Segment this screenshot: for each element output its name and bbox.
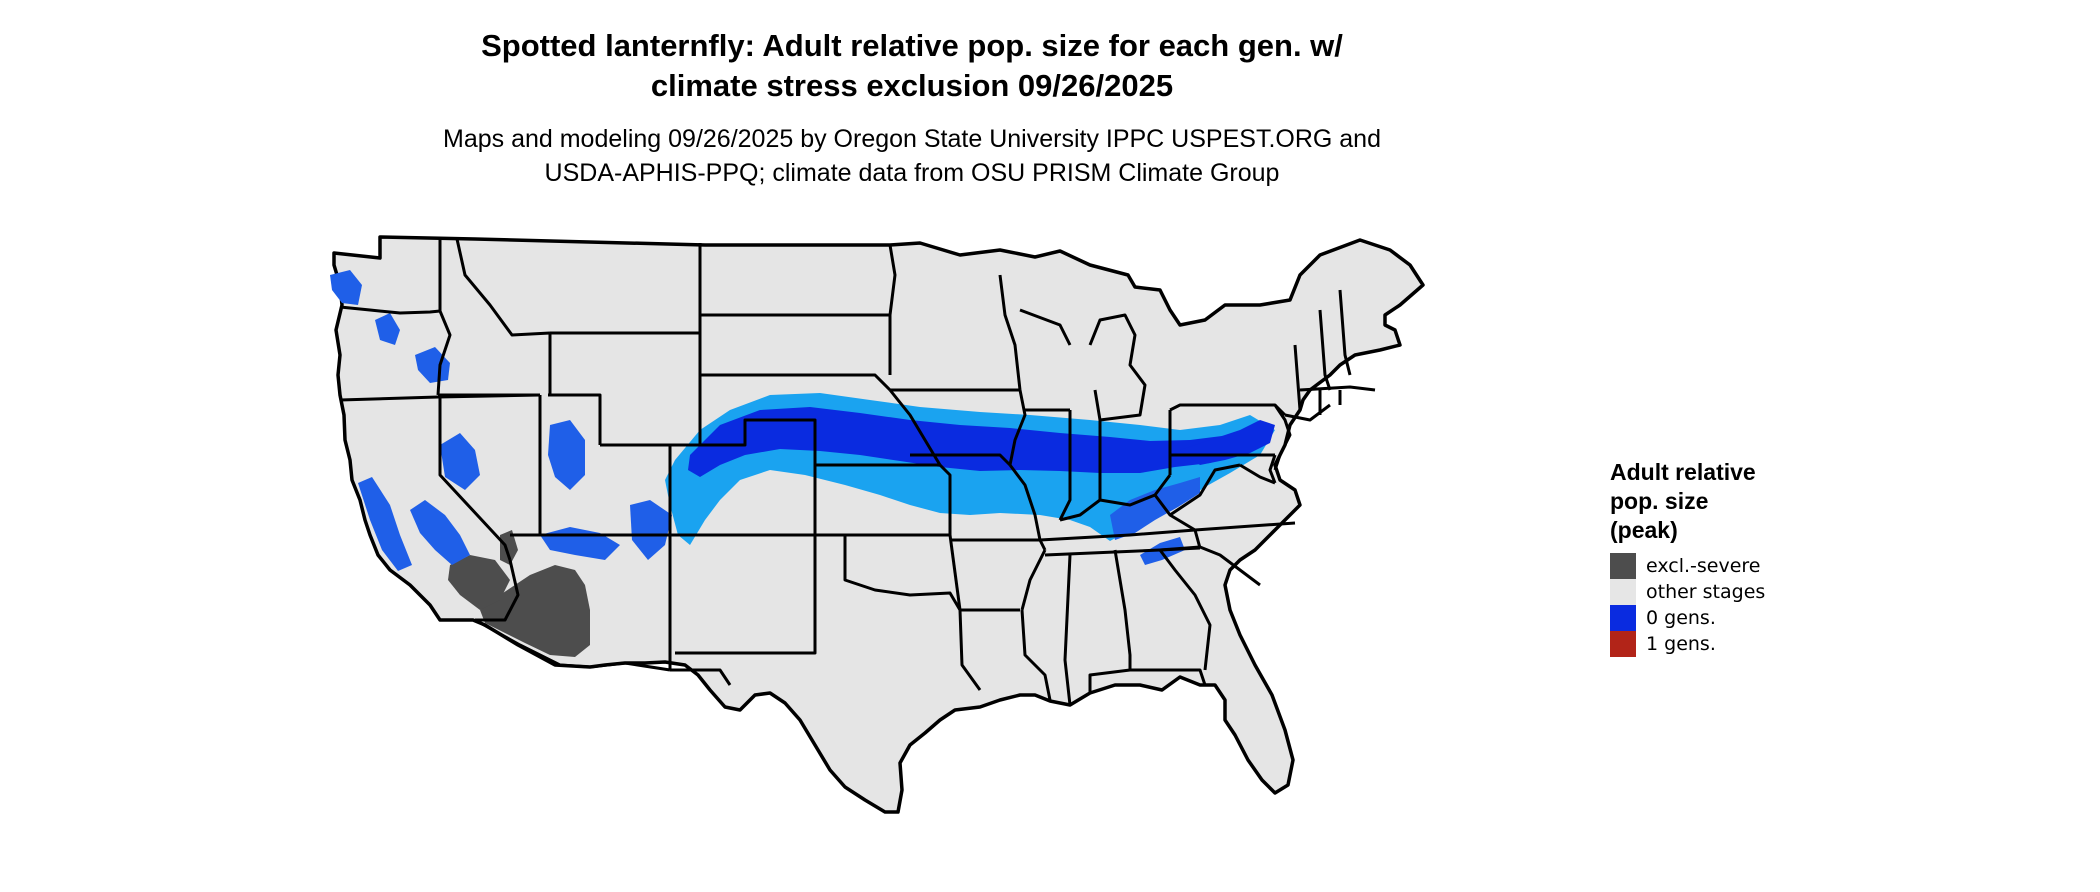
map-title: Spotted lanternfly: Adult relative pop. … [0,26,1824,106]
border-wy-south [548,393,602,445]
zero-gens-washington [330,270,362,305]
zero-gens-utah [548,420,585,490]
legend-label-zero-gens: 0 gens. [1646,607,1716,629]
border-nv-ca [438,397,512,561]
border-co-ne [700,418,817,447]
legend-title: Adult relative pop. size (peak) [1610,458,1830,545]
zero-gens-california-coast [358,477,412,571]
map-subtitle-line-1: Maps and modeling 09/26/2025 by Oregon S… [443,125,1381,153]
border-la-ms [1020,609,1052,701]
border-mi-lower [1088,313,1147,422]
legend-title-line-1: Adult relative [1610,459,1756,485]
border-ga-sc [1158,549,1212,671]
border-oh-south [1099,474,1172,507]
legend-title-line-3: (peak) [1610,517,1678,543]
excluded-area-colorado-river [500,530,518,565]
legend-title-line-2: pop. size [1610,488,1709,514]
border-nc-south [1159,545,1261,587]
zero-gens-great-basin [440,433,480,490]
border-ok-tx [843,535,962,611]
border-sd-ne [700,373,892,392]
excluded-areas [448,530,590,657]
zero-gens-southwest-speckle [410,500,470,565]
border-wi-mi [1019,308,1072,346]
border-mo-il [1008,464,1042,541]
border-ma-south [1299,385,1376,392]
border-ks-mo [938,463,952,535]
legend-item-one-gens: 1 gens. [1610,631,1830,657]
border-vt-nh [1318,309,1332,391]
legend-swatch-excl-severe [1610,553,1636,579]
legend-item-excl-severe: excl.-severe [1610,553,1830,579]
zero-gens-eastern-oregon [415,347,450,383]
border-ia-il [1008,389,1027,466]
border-ky-tn [1039,528,1196,542]
border-mn-wi [998,274,1022,391]
legend-item-zero-gens: 0 gens. [1610,605,1830,631]
zero-gens-idaho-oregon [375,313,400,345]
excluded-area-mojave [448,555,510,610]
legend-label-excl-severe: excl.-severe [1646,555,1761,577]
border-tn-nc [1193,529,1202,549]
zero-gens-new-mexico [630,500,672,560]
legend-swatch-other-stages [1610,579,1636,605]
border-al-ga [1113,549,1132,670]
border-nc-va [1194,521,1296,532]
border-ct-ri [1318,390,1342,415]
border-ia-mo [910,453,1012,467]
map-title-line-2: climate stress exclusion 09/26/2025 [650,68,1174,103]
state-borders [339,238,1376,706]
legend-label-one-gens: 1 gens. [1646,633,1716,655]
legend-item-other-stages: other stages [1610,579,1830,605]
border-ny-nj [1273,404,1292,471]
border-va-md [1239,463,1276,485]
border-ne-ia [888,389,942,466]
zero-gens-appalachian-band [1110,477,1200,540]
legend-swatch-one-gens [1610,631,1636,657]
border-fl-north [1088,668,1207,693]
map-title-line-1: Spotted lanternfly: Adult relative pop. … [481,28,1343,63]
legend: Adult relative pop. size (peak) excl.-se… [1610,458,1830,657]
map-subtitle-line-2: USDA-APHIS-PPQ; climate data from OSU PR… [544,159,1280,187]
us-map [330,235,1425,814]
border-ok-ar [948,534,962,611]
border-ca-az [475,559,520,622]
border-in-ky [1059,498,1101,522]
border-wa-or [339,305,441,315]
border-va-wv [1169,463,1241,517]
map-subtitle: Maps and modeling 09/26/2025 by Oregon S… [0,122,1824,190]
border-il-in [1058,410,1072,521]
border-nm-tx [670,535,817,686]
border-id-mt [455,238,551,337]
legend-swatch-zero-gens [1610,605,1636,631]
border-nj-de [1268,454,1277,484]
border-az-mexico [474,618,671,672]
border-tx-la [958,609,982,691]
legend-label-other-stages: other stages [1646,581,1766,603]
border-or-id [436,310,452,396]
border-ms-al [1063,554,1072,706]
border-ar-ms [1020,549,1047,611]
border-nh-me [1338,289,1352,376]
border-ut-co [600,443,672,535]
border-dakotas-mn [888,244,897,375]
excluded-area-southwest [480,565,590,657]
zero-gens-band-central-dark [688,407,1255,477]
border-ny-ne [1284,344,1331,422]
